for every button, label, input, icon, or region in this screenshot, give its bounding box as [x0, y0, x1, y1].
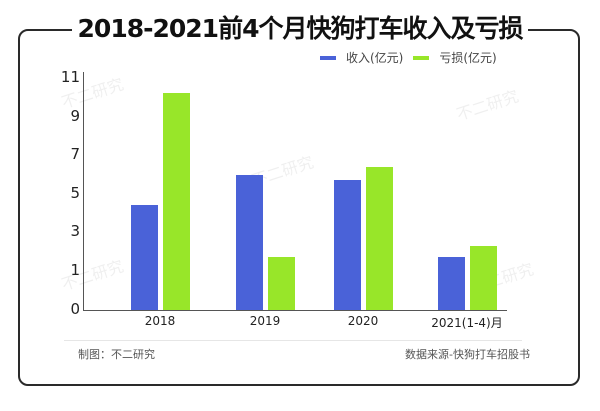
y-tick-label: 9 [70, 106, 80, 125]
y-tick-label: 5 [70, 183, 80, 202]
watermark: 不二研究 [454, 86, 521, 125]
bar-revenue [236, 174, 263, 310]
y-axis-line [83, 72, 84, 311]
x-tick-label: 2020 [347, 314, 379, 328]
legend-label-loss: 亏损(亿元) [439, 51, 497, 65]
bar-loss [268, 257, 295, 310]
legend-label-revenue: 收入(亿元) [346, 51, 404, 65]
y-tick-label: 0 [70, 300, 80, 318]
chart-title: 2018-2021前4个月快狗打车收入及亏损 [71, 10, 529, 48]
x-tick-label: 2019 [249, 314, 281, 328]
y-tick-label: 7 [70, 145, 80, 164]
bar-revenue [131, 205, 158, 310]
legend-swatch-loss [413, 55, 430, 60]
y-tick-label: 11 [60, 68, 80, 86]
x-tick-label: 2018 [144, 314, 176, 328]
footer-divider [64, 340, 522, 341]
legend: 收入(亿元) 亏损(亿元) [320, 49, 507, 66]
x-axis-line [83, 310, 507, 311]
y-tick-label: 1 [70, 261, 80, 279]
footer-source: 数据来源-快狗打车招股书 [405, 348, 530, 361]
footer-credit: 制图：不二研究 [78, 348, 155, 361]
bar-loss [163, 93, 190, 310]
bar-loss [470, 245, 497, 310]
bar-loss [366, 166, 393, 310]
x-tick-label: 2021(1-4)月 [431, 316, 503, 330]
bar-revenue [438, 257, 465, 310]
y-tick-label: 3 [70, 222, 80, 241]
legend-swatch-revenue [320, 55, 336, 60]
bar-revenue [334, 180, 361, 310]
